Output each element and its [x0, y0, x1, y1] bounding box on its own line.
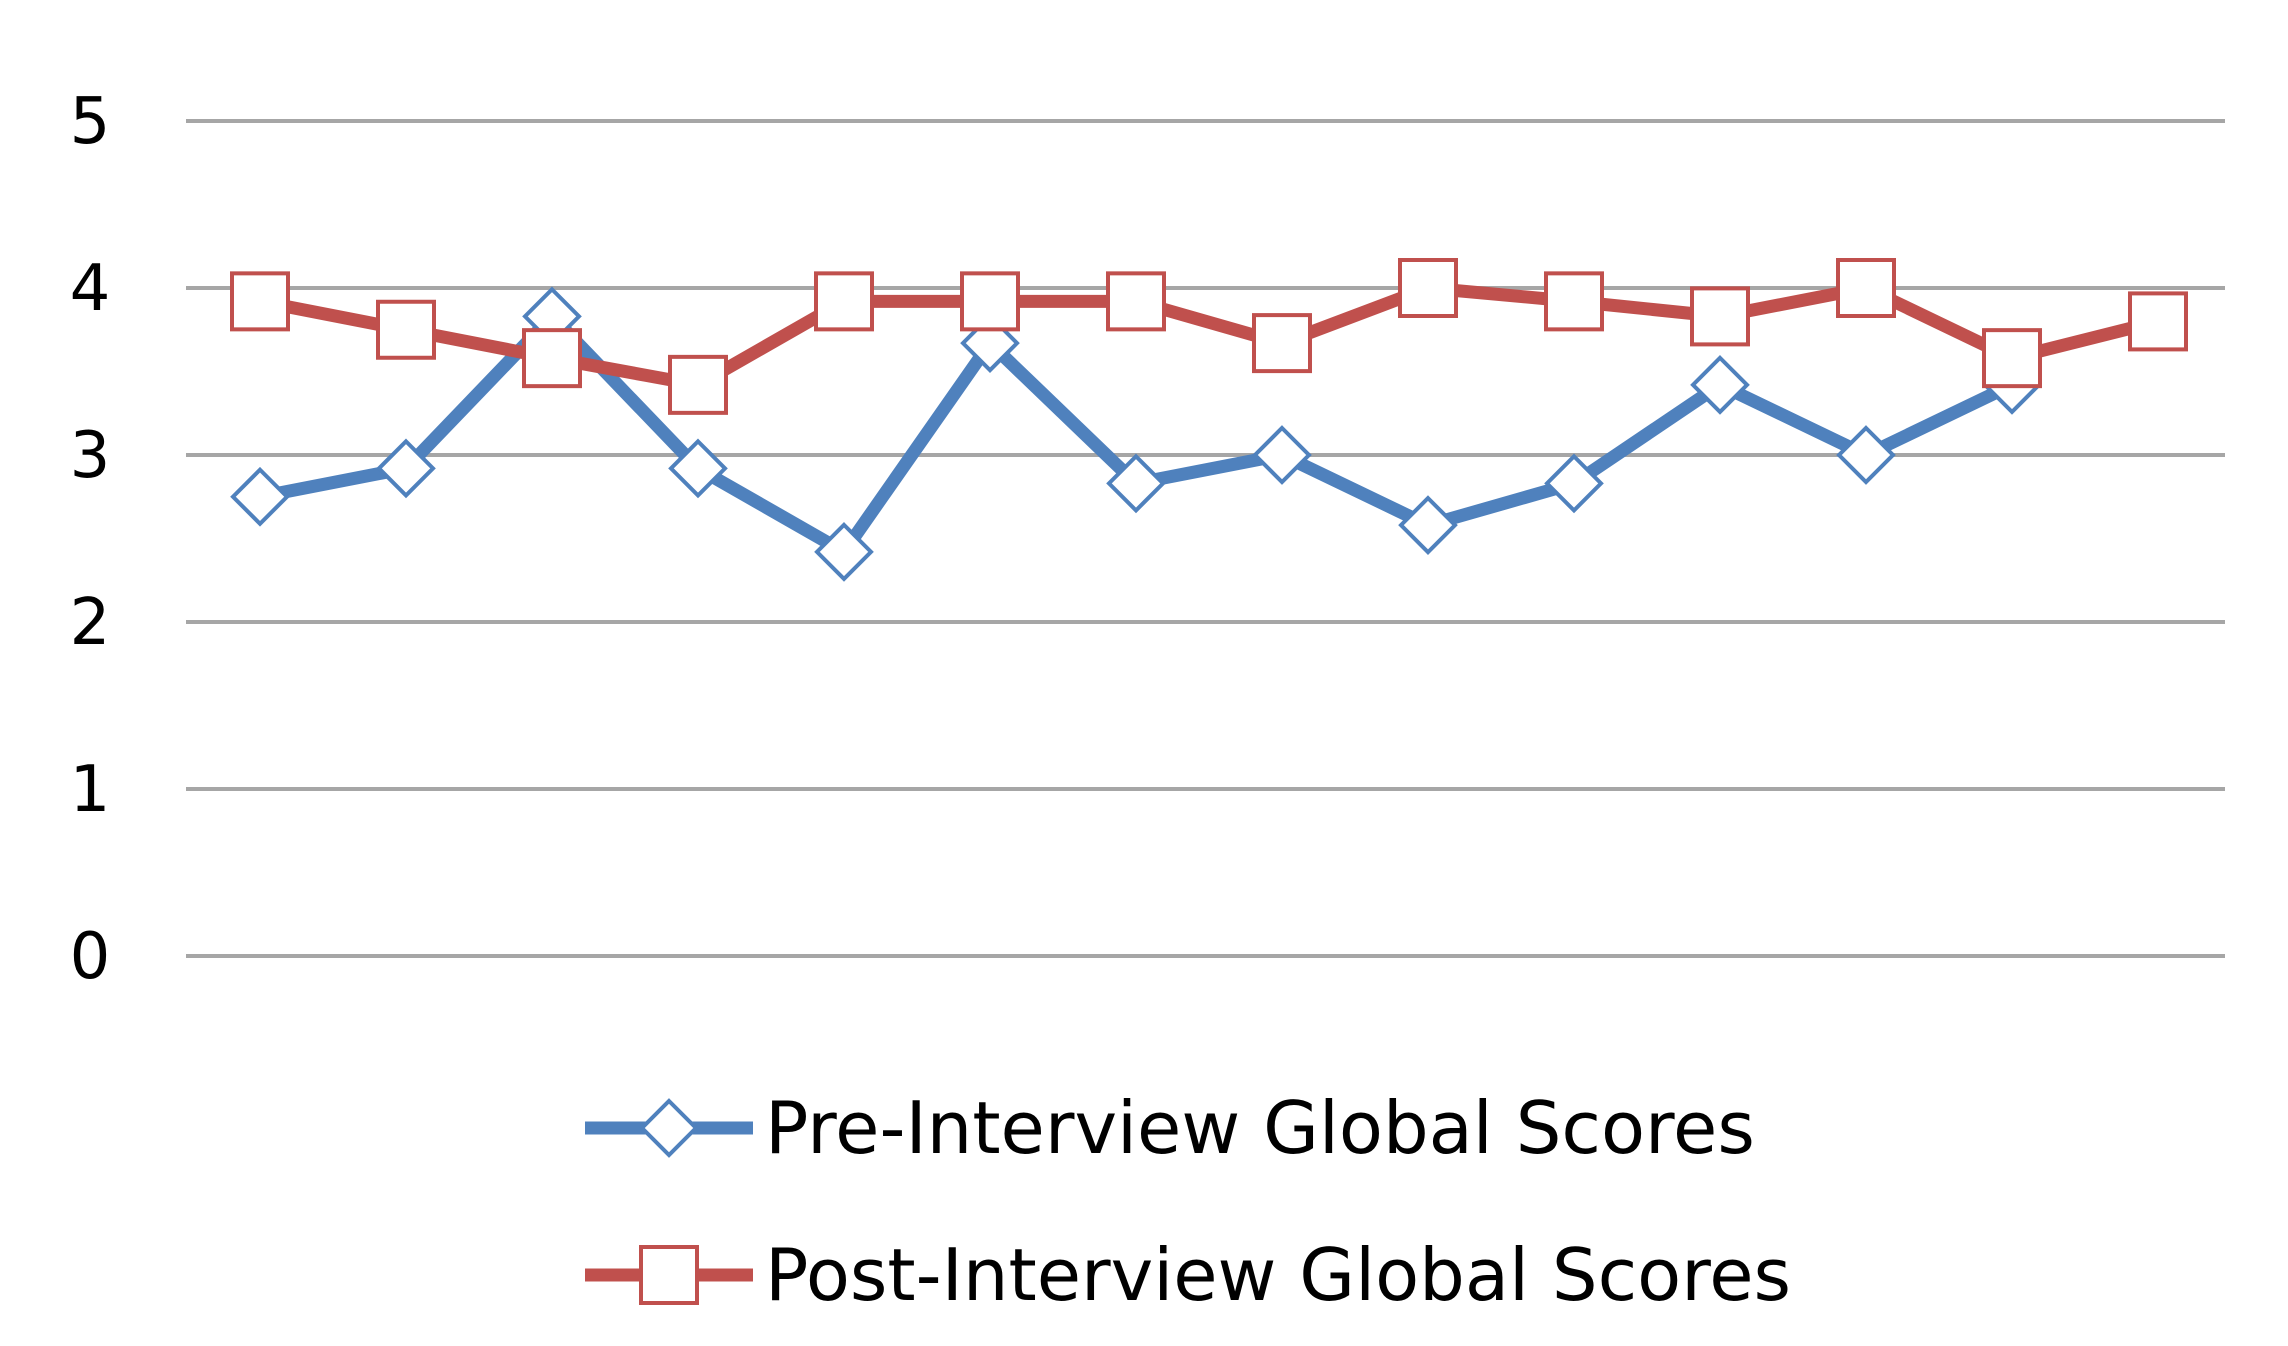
- legend-label-pre-interview: Pre-Interview Global Scores: [765, 1086, 1755, 1170]
- y-axis-tick-labels: 0 1 2 3 4 5: [70, 85, 111, 994]
- y-tick-label: 1: [70, 753, 111, 827]
- data-point-post-interview: [1106, 271, 1166, 332]
- legend-marker-pre-interview: [639, 1098, 699, 1158]
- data-point-post-interview: [376, 299, 436, 360]
- data-point-pre-interview: [230, 466, 290, 527]
- data-point-post-interview: [2128, 291, 2188, 352]
- gridlines: [186, 119, 2225, 958]
- data-point-post-interview: [1836, 258, 1896, 318]
- legend-label-post-interview: Post-Interview Global Scores: [765, 1233, 1791, 1317]
- legend: Pre-Interview Global Scores Post-Intervie…: [585, 1086, 1791, 1317]
- data-point-pre-interview: [1398, 495, 1458, 555]
- series-markers: [230, 258, 2188, 582]
- y-tick-label: 0: [70, 920, 111, 994]
- data-point-post-interview: [960, 271, 1020, 332]
- data-point-pre-interview: [1106, 453, 1166, 514]
- data-point-post-interview: [230, 271, 290, 332]
- y-tick-label: 5: [70, 85, 111, 159]
- data-point-pre-interview: [1690, 355, 1750, 415]
- data-point-post-interview: [522, 328, 582, 389]
- y-tick-label: 2: [70, 586, 111, 660]
- data-point-pre-interview: [1544, 453, 1604, 514]
- data-point-post-interview: [1982, 328, 2042, 389]
- y-tick-label: 3: [70, 419, 111, 493]
- data-point-post-interview: [1690, 286, 1750, 347]
- data-point-pre-interview: [1252, 425, 1312, 485]
- data-point-pre-interview: [814, 522, 874, 582]
- data-point-pre-interview: [1836, 425, 1896, 485]
- data-point-pre-interview: [376, 438, 436, 499]
- y-tick-label: 4: [70, 252, 111, 326]
- data-point-pre-interview: [668, 438, 728, 499]
- data-point-post-interview: [814, 271, 874, 332]
- legend-marker-post-interview: [639, 1245, 699, 1305]
- data-point-post-interview: [1544, 271, 1604, 332]
- data-point-post-interview: [1252, 313, 1312, 374]
- data-point-post-interview: [1398, 258, 1458, 318]
- data-point-post-interview: [668, 354, 728, 415]
